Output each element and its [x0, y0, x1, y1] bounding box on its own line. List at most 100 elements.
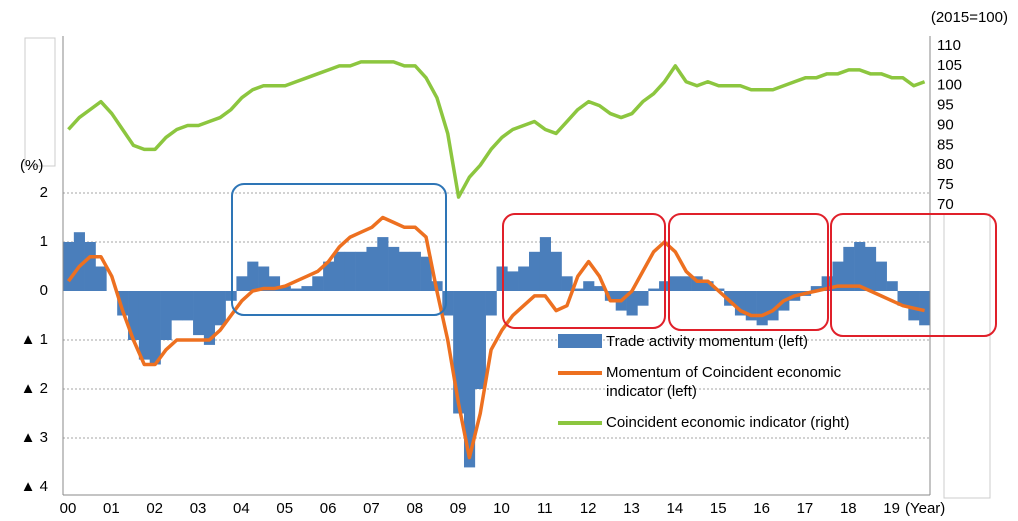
- bar: [572, 288, 584, 291]
- y-tick-label: ▲ 4: [21, 478, 48, 495]
- x-tick-label: 05: [276, 500, 293, 517]
- bar: [529, 251, 541, 291]
- legend-item: Coincident economic indicator (right): [558, 413, 898, 432]
- bar: [864, 246, 877, 291]
- bar: [409, 251, 421, 291]
- x-tick-label: 16: [753, 500, 770, 517]
- x-tick-label: 11: [537, 500, 553, 517]
- y2-tick-label: 90: [937, 116, 954, 133]
- legend-swatch: [558, 365, 602, 379]
- bar: [214, 291, 226, 326]
- bar: [203, 291, 216, 345]
- bar: [897, 291, 909, 306]
- bar: [388, 246, 400, 291]
- bar: [323, 261, 335, 291]
- highlight-box: [830, 213, 997, 337]
- bar: [333, 251, 346, 291]
- legend-item: Momentum of Coincident economic indicato…: [558, 363, 898, 401]
- y2-tick-label: 85: [937, 136, 954, 153]
- x-tick-label: 01: [103, 500, 120, 517]
- y2-tick-label: 95: [937, 97, 954, 114]
- y2-tick-label: 80: [937, 156, 954, 173]
- bar: [247, 261, 259, 291]
- bar: [908, 291, 920, 321]
- bar: [258, 266, 270, 291]
- bar: [604, 291, 617, 301]
- highlight-box: [668, 213, 829, 331]
- bar: [420, 256, 432, 291]
- x-tick-label: 03: [190, 500, 207, 517]
- bar: [236, 276, 248, 291]
- y2-tick-label: 75: [937, 176, 954, 193]
- x-tick-label: 13: [623, 500, 640, 517]
- line: [67, 215, 925, 460]
- legend-swatch: [558, 334, 602, 348]
- bar: [160, 291, 172, 340]
- placeholder-box: [24, 37, 56, 167]
- x-tick-label: 07: [363, 500, 380, 517]
- y-tick-label: 0: [40, 282, 48, 299]
- legend-label: Trade activity momentum (left): [606, 333, 808, 350]
- bar: [886, 281, 898, 291]
- bar: [171, 291, 183, 321]
- x-tick-label: 17: [797, 500, 814, 517]
- bar: [442, 291, 454, 316]
- x-tick-label: 04: [233, 500, 250, 517]
- y-tick-label: 1: [40, 233, 48, 250]
- plot-area: [63, 60, 931, 468]
- x-tick-label: 15: [710, 500, 727, 517]
- bar: [583, 281, 595, 291]
- y-tick-label: ▲ 2: [21, 380, 48, 397]
- y-tick-label: 2: [40, 184, 48, 201]
- bar: [832, 261, 844, 291]
- bar: [550, 251, 562, 291]
- legend-item: Trade activity momentum (left): [558, 332, 898, 351]
- bar: [518, 266, 530, 291]
- bar: [95, 266, 107, 291]
- bar: [366, 246, 378, 291]
- bar: [73, 232, 85, 291]
- bar: [453, 291, 465, 414]
- bar: [626, 291, 638, 316]
- bar: [745, 291, 757, 321]
- bar: [128, 291, 140, 340]
- bar: [875, 261, 887, 291]
- bar: [193, 291, 205, 336]
- bar: [344, 251, 356, 291]
- bar: [377, 237, 389, 291]
- bar: [843, 246, 855, 291]
- x-tick-label: 10: [493, 500, 510, 517]
- legend-label: Momentum of Coincident economic indicato…: [606, 364, 842, 400]
- x-tick-label: 19: [883, 500, 900, 517]
- bar: [734, 291, 747, 316]
- bar: [398, 251, 411, 291]
- bar: [702, 281, 714, 291]
- bar: [138, 291, 150, 360]
- bar: [594, 286, 606, 291]
- x-tick-label: 06: [320, 500, 337, 517]
- bar: [810, 286, 822, 291]
- line: [67, 60, 926, 199]
- bar: [485, 291, 497, 316]
- bar: [149, 291, 161, 365]
- left-unit: (%): [20, 157, 43, 174]
- bar: [117, 291, 129, 316]
- bar: [312, 276, 324, 291]
- bar: [724, 291, 736, 306]
- x-tick-label: 00: [60, 500, 77, 517]
- bar: [561, 276, 573, 291]
- bar: [84, 242, 96, 291]
- y2-tick-label: 105: [937, 57, 962, 74]
- bar: [290, 288, 302, 291]
- bar: [268, 276, 281, 291]
- x-axis-label: (Year): [905, 500, 945, 517]
- y2-tick-label: 100: [937, 77, 962, 94]
- bar: [648, 288, 660, 291]
- bar: [767, 291, 779, 321]
- right-unit: (2015=100): [931, 9, 1008, 26]
- bar: [680, 276, 692, 291]
- bar: [539, 237, 551, 291]
- legend: Trade activity momentum (left) Momentum o…: [558, 332, 898, 444]
